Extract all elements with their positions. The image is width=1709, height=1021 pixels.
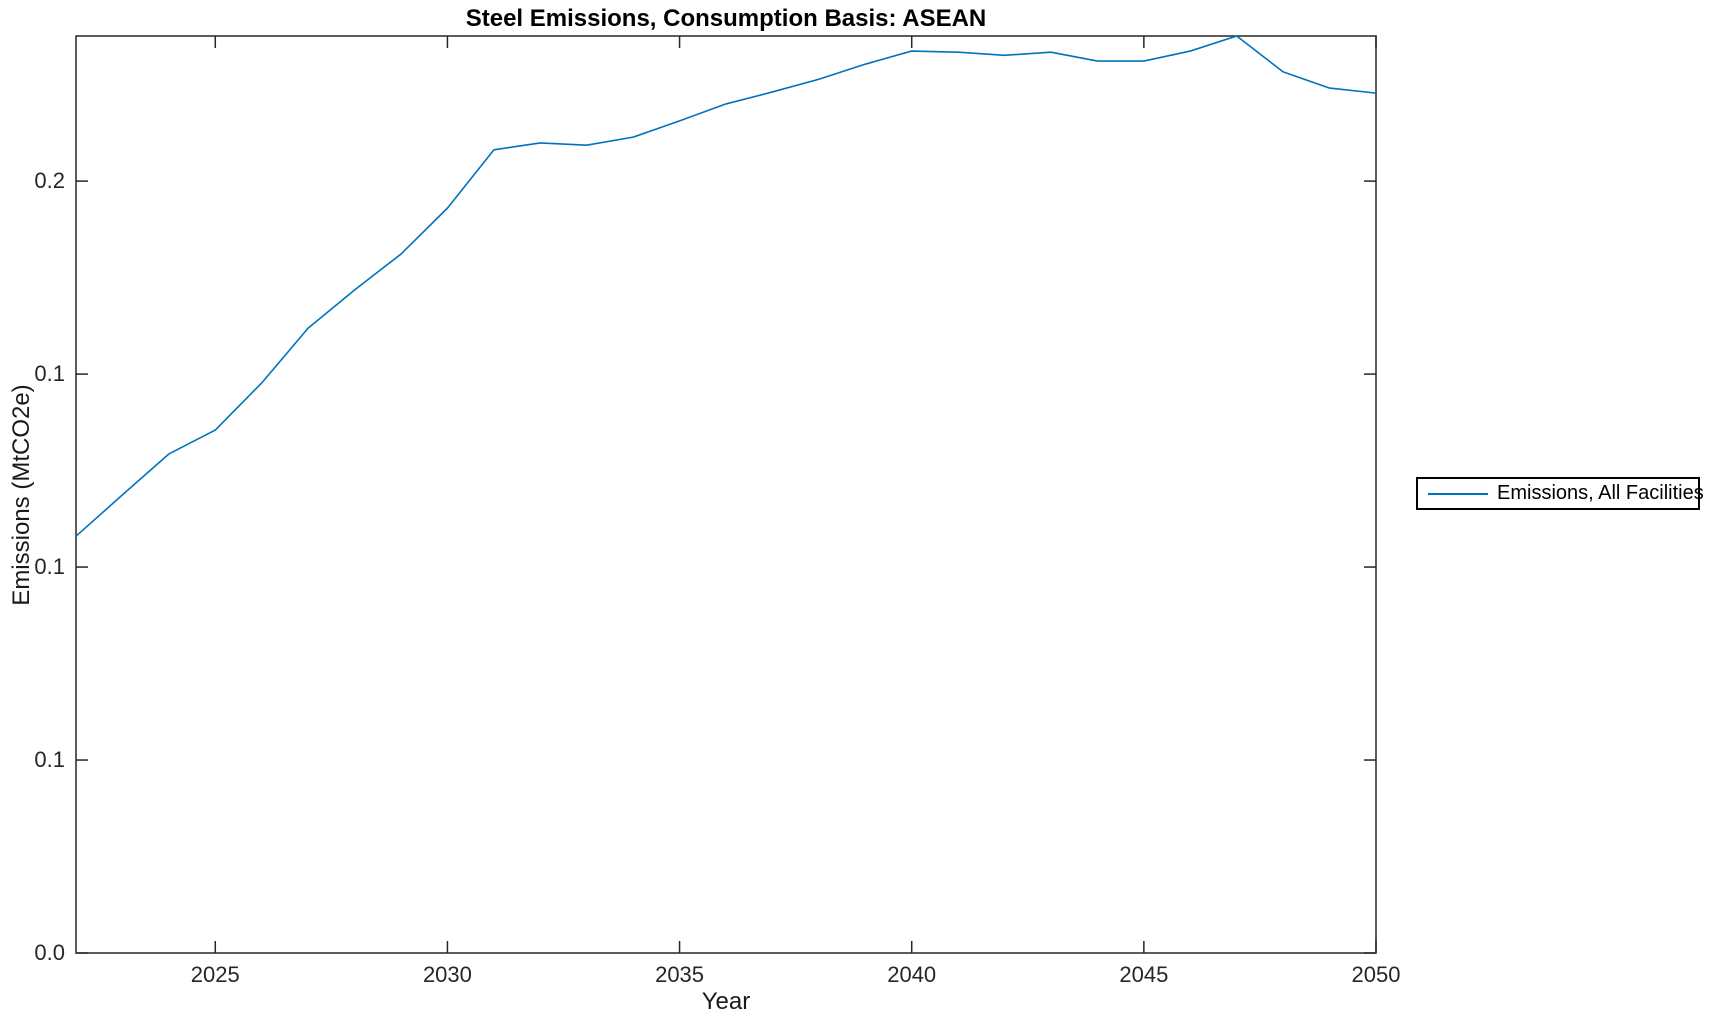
x-tick-label: 2040 bbox=[887, 962, 937, 987]
tick-marks bbox=[76, 36, 1377, 954]
legend-line-icon bbox=[1428, 492, 1488, 495]
x-tick-label: 2035 bbox=[655, 962, 705, 987]
y-tick-label: 0.2 bbox=[34, 168, 65, 194]
y-tick-label: 0.1 bbox=[34, 361, 65, 387]
x-tick-label: 2030 bbox=[422, 962, 472, 987]
x-tick-label: 2045 bbox=[1119, 962, 1169, 987]
y-tick-label: 0.0 bbox=[34, 940, 65, 965]
x-tick-label: 2025 bbox=[190, 962, 240, 987]
legend: Emissions, All Facilities bbox=[1416, 477, 1704, 510]
emissions-line bbox=[75, 35, 1377, 537]
chart-title: Steel Emissions, Consumption Basis: ASEA… bbox=[465, 5, 987, 32]
x-tick-label: 2050 bbox=[1351, 962, 1401, 987]
x-axis-label: Year bbox=[701, 988, 751, 1015]
legend-item-label: Emissions, All Facilities bbox=[1497, 482, 1704, 504]
y-tick-label: 0.1 bbox=[34, 554, 65, 580]
axes-box bbox=[75, 35, 1377, 954]
y-axis-label: Emissions (MtCO2e) bbox=[8, 384, 35, 606]
y-tick-label: 0.1 bbox=[34, 747, 65, 773]
